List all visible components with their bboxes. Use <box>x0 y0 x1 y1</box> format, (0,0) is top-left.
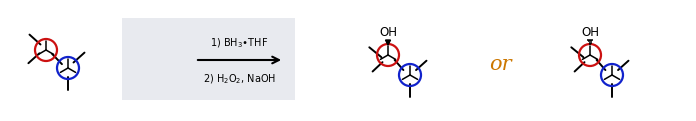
FancyBboxPatch shape <box>122 18 295 100</box>
Text: OH: OH <box>581 26 599 38</box>
Text: OH: OH <box>379 26 397 38</box>
Text: or: or <box>489 56 512 75</box>
Text: 2) H$_2$O$_2$, NaOH: 2) H$_2$O$_2$, NaOH <box>203 72 276 86</box>
Text: 1) BH$_3$$\bullet$THF: 1) BH$_3$$\bullet$THF <box>210 36 269 50</box>
Polygon shape <box>386 40 390 45</box>
